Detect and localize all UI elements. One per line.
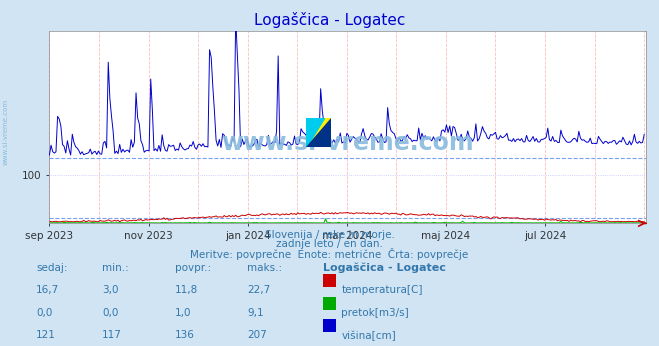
Text: 11,8: 11,8 — [175, 285, 198, 295]
Text: www.si-vreme.com: www.si-vreme.com — [221, 130, 474, 155]
Text: 3,0: 3,0 — [102, 285, 119, 295]
Text: 0,0: 0,0 — [102, 308, 119, 318]
Text: 117: 117 — [102, 330, 122, 340]
Polygon shape — [306, 118, 331, 147]
Text: temperatura[C]: temperatura[C] — [341, 285, 423, 295]
Text: 121: 121 — [36, 330, 56, 340]
Text: 207: 207 — [247, 330, 267, 340]
Text: 1,0: 1,0 — [175, 308, 191, 318]
Text: 16,7: 16,7 — [36, 285, 59, 295]
Text: 22,7: 22,7 — [247, 285, 270, 295]
Text: Logaščica - Logatec: Logaščica - Logatec — [254, 12, 405, 28]
Polygon shape — [306, 118, 331, 147]
Text: 0,0: 0,0 — [36, 308, 53, 318]
Text: Meritve: povprečne  Enote: metrične  Črta: povprečje: Meritve: povprečne Enote: metrične Črta:… — [190, 248, 469, 261]
Text: višina[cm]: višina[cm] — [341, 330, 396, 341]
Text: min.:: min.: — [102, 263, 129, 273]
Text: sedaj:: sedaj: — [36, 263, 68, 273]
Text: www.si-vreme.com: www.si-vreme.com — [2, 98, 9, 165]
Text: povpr.:: povpr.: — [175, 263, 211, 273]
Text: Slovenija / reke in morje.: Slovenija / reke in morje. — [264, 230, 395, 240]
Text: pretok[m3/s]: pretok[m3/s] — [341, 308, 409, 318]
Text: zadnje leto / en dan.: zadnje leto / en dan. — [276, 239, 383, 249]
Text: maks.:: maks.: — [247, 263, 282, 273]
Text: 9,1: 9,1 — [247, 308, 264, 318]
Polygon shape — [306, 118, 324, 147]
Text: 136: 136 — [175, 330, 194, 340]
Text: Logaščica - Logatec: Logaščica - Logatec — [323, 263, 445, 273]
